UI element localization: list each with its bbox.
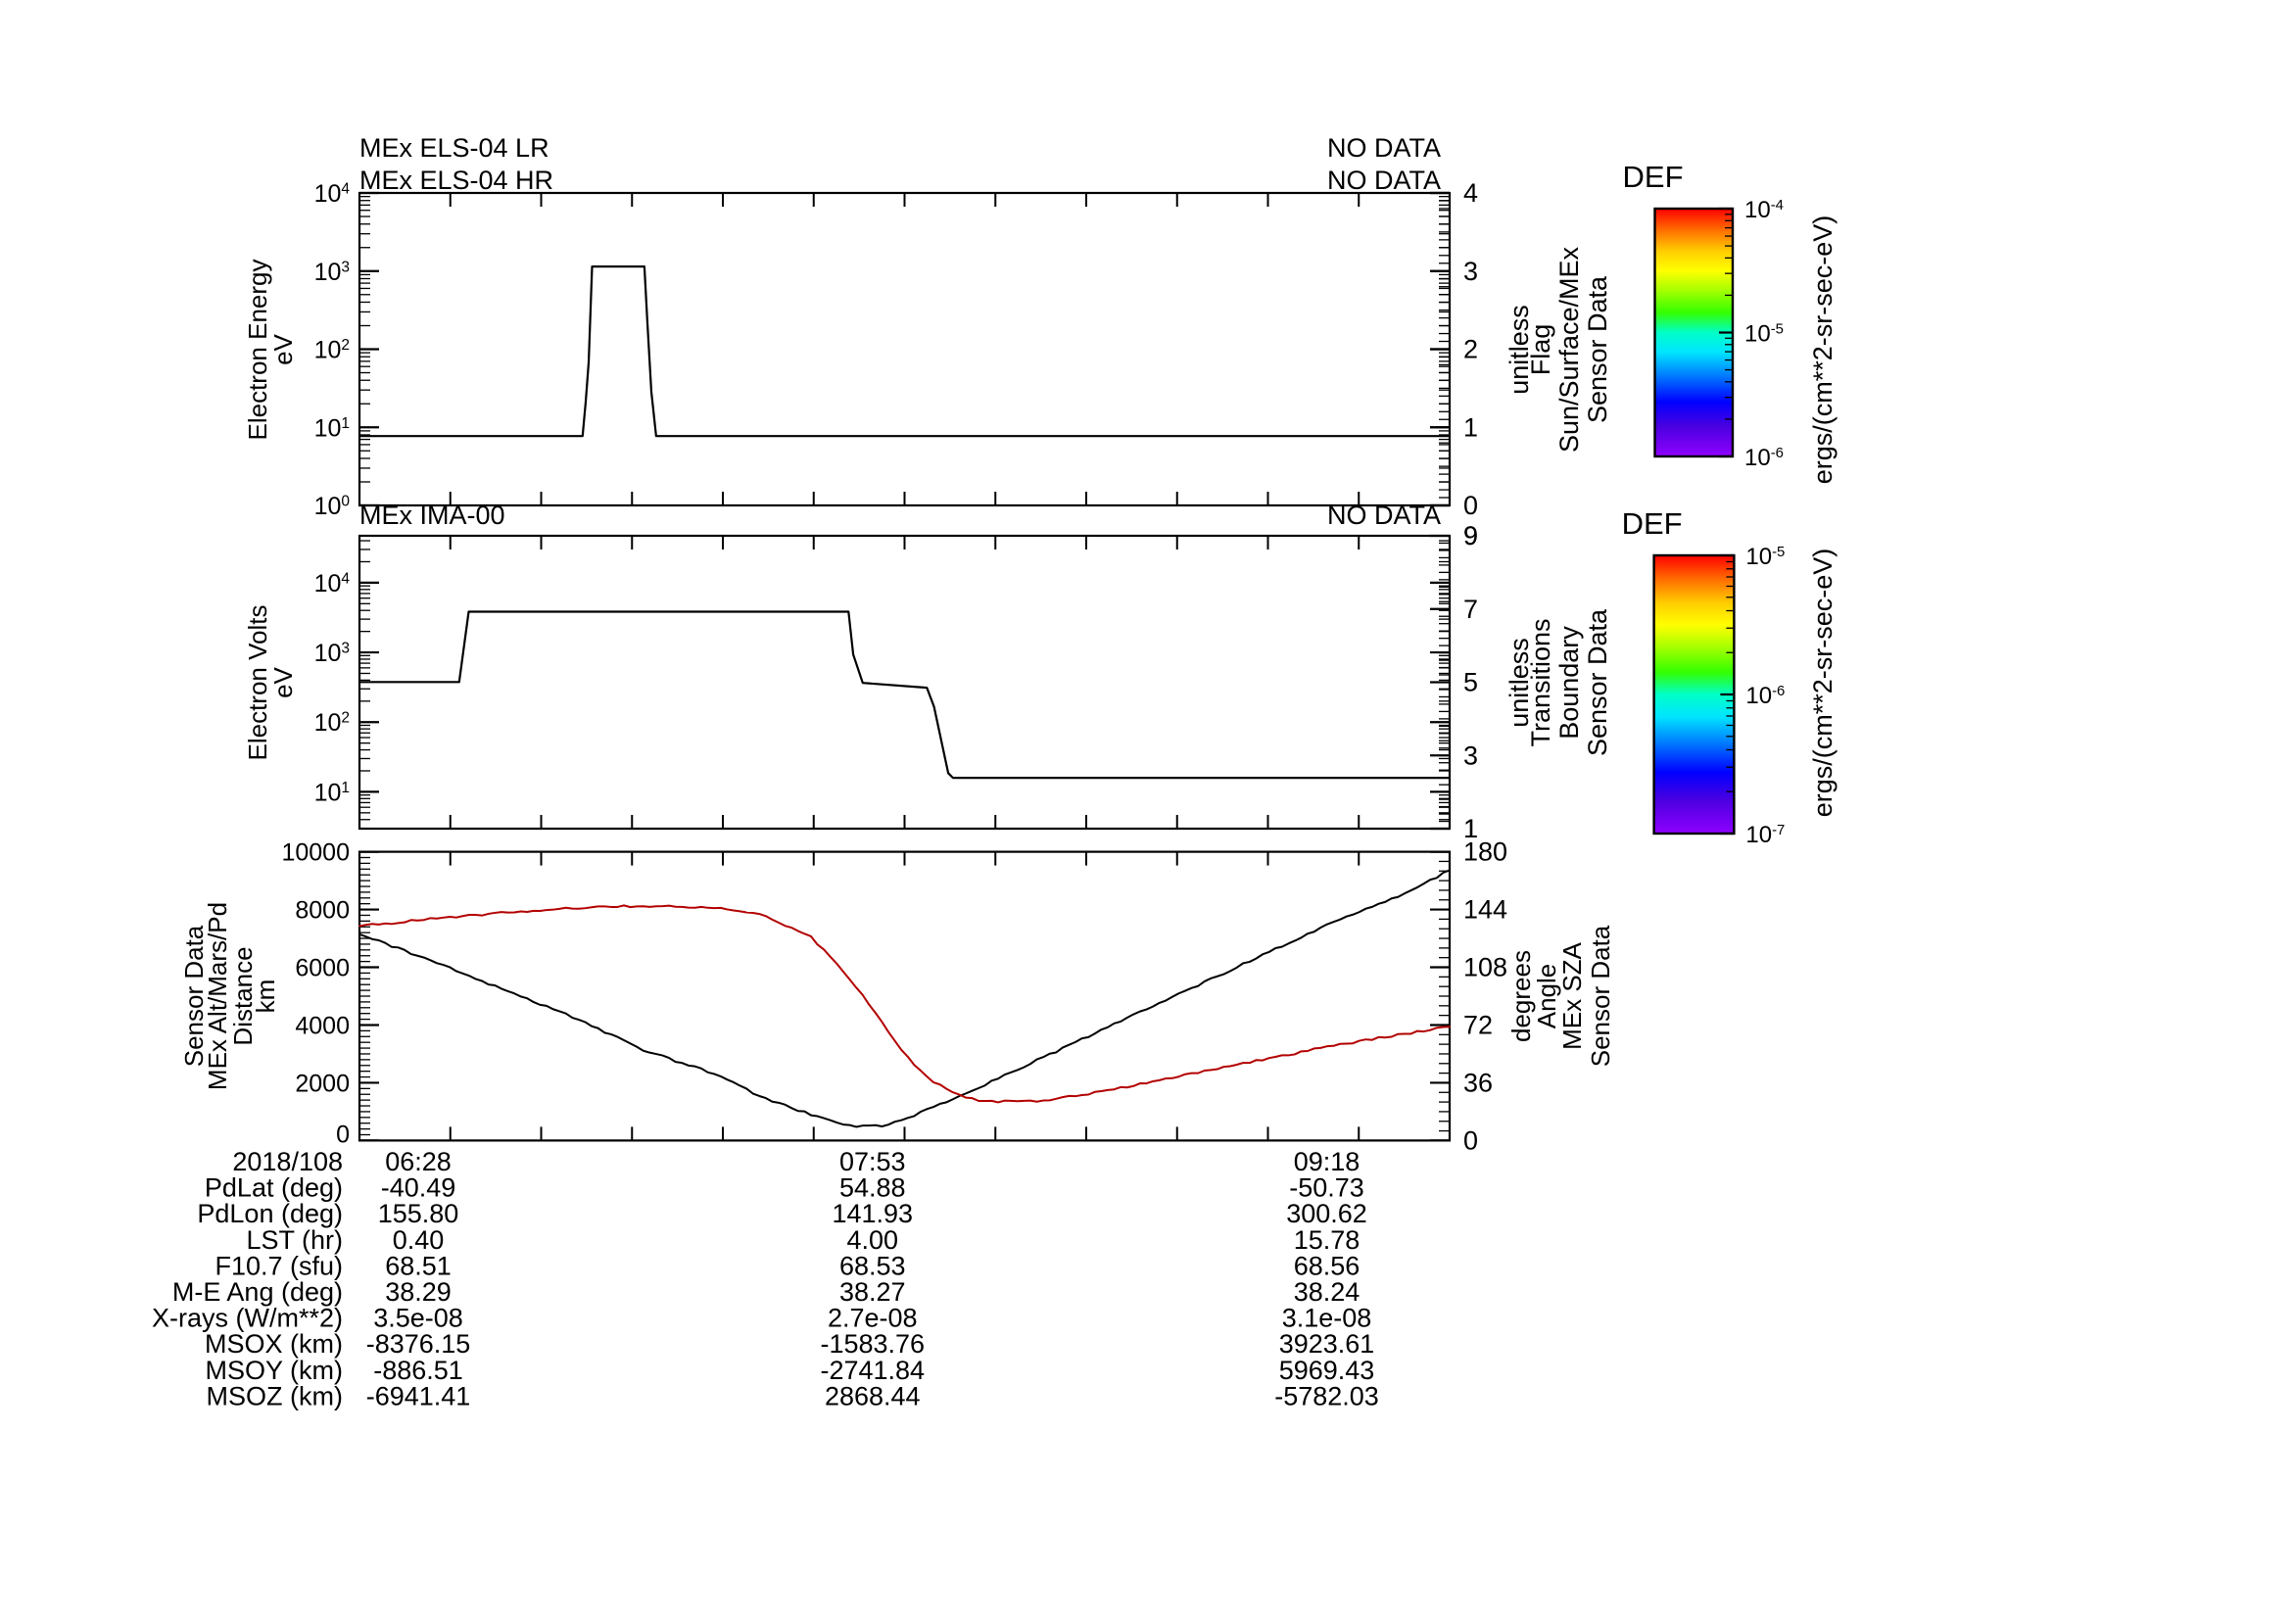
svg-text:2000: 2000 [295,1070,350,1097]
svg-text:LST (hr): LST (hr) [246,1225,343,1255]
svg-text:09:18: 09:18 [1294,1147,1360,1176]
svg-text:3.5e-08: 3.5e-08 [373,1304,463,1333]
svg-text:2.7e-08: 2.7e-08 [828,1304,918,1333]
svg-text:144: 144 [1463,895,1507,925]
svg-text:155.80: 155.80 [378,1199,459,1228]
svg-text:-1583.76: -1583.76 [820,1329,925,1359]
svg-text:-50.73: -50.73 [1289,1173,1364,1203]
svg-text:2868.44: 2868.44 [825,1381,921,1410]
svg-text:MEx ELS-04 LR: MEx ELS-04 LR [359,133,549,163]
svg-text:38.27: 38.27 [839,1277,906,1307]
svg-text:-6941.41: -6941.41 [366,1381,471,1410]
svg-text:5: 5 [1463,668,1478,697]
svg-text:0: 0 [1463,1125,1478,1155]
svg-text:0: 0 [336,1121,350,1148]
svg-text:F10.7 (sfu): F10.7 (sfu) [215,1251,343,1280]
svg-text:MSOZ (km): MSOZ (km) [207,1381,343,1410]
svg-text:-8376.15: -8376.15 [366,1329,471,1359]
svg-text:5969.43: 5969.43 [1279,1356,1375,1385]
svg-text:2: 2 [1463,335,1478,364]
svg-text:10000: 10000 [281,839,350,867]
svg-text:108: 108 [1463,953,1507,982]
svg-text:8000: 8000 [295,897,350,925]
svg-text:2018/108: 2018/108 [232,1147,343,1176]
svg-text:MSOX (km): MSOX (km) [205,1329,343,1359]
svg-text:eV: eV [268,666,298,697]
svg-text:NO DATA: NO DATA [1327,501,1441,530]
svg-text:NO DATA: NO DATA [1327,166,1441,195]
svg-text:54.88: 54.88 [839,1173,906,1203]
svg-text:07:53: 07:53 [839,1147,906,1176]
svg-text:38.24: 38.24 [1294,1277,1360,1307]
svg-text:-2741.84: -2741.84 [820,1356,925,1385]
svg-text:3923.61: 3923.61 [1279,1329,1375,1359]
svg-text:4000: 4000 [295,1012,350,1039]
svg-text:68.51: 68.51 [385,1251,452,1280]
svg-text:-5782.03: -5782.03 [1274,1381,1379,1410]
svg-text:1: 1 [1463,412,1478,442]
svg-text:MSOY (km): MSOY (km) [206,1356,344,1385]
svg-text:Angle: Angle [1532,964,1561,1029]
svg-text:141.93: 141.93 [832,1199,913,1228]
svg-text:Sensor Data: Sensor Data [1583,608,1612,756]
svg-text:-40.49: -40.49 [381,1173,456,1203]
svg-text:Sun/Surface/MEx: Sun/Surface/MEx [1554,246,1584,453]
svg-text:ergs/(cm**2-sr-sec-eV): ergs/(cm**2-sr-sec-eV) [1808,215,1838,485]
svg-text:36: 36 [1463,1068,1493,1097]
svg-text:68.53: 68.53 [839,1251,906,1280]
svg-text:180: 180 [1463,837,1507,867]
svg-text:68.56: 68.56 [1294,1251,1360,1280]
svg-text:300.62: 300.62 [1286,1199,1367,1228]
svg-text:Sensor Data: Sensor Data [1583,275,1612,423]
svg-text:unitless: unitless [1504,638,1534,728]
svg-text:DEF: DEF [1623,160,1684,194]
svg-text:eV: eV [268,333,298,364]
svg-text:4: 4 [1463,178,1478,208]
svg-text:6000: 6000 [295,955,350,982]
svg-text:M-E Ang (deg): M-E Ang (deg) [172,1277,343,1307]
svg-text:3.1e-08: 3.1e-08 [1282,1304,1372,1333]
svg-text:38.29: 38.29 [385,1277,452,1307]
svg-text:degrees: degrees [1506,950,1536,1042]
svg-text:9: 9 [1463,521,1478,550]
svg-text:7: 7 [1463,595,1478,624]
svg-text:km: km [251,979,280,1014]
svg-text:MEx IMA-00: MEx IMA-00 [359,501,505,530]
svg-text:Boundary: Boundary [1554,626,1584,740]
svg-text:15.78: 15.78 [1294,1225,1360,1255]
svg-text:MEx SZA: MEx SZA [1557,941,1587,1049]
svg-text:-886.51: -886.51 [373,1356,463,1385]
svg-text:Sensor Data: Sensor Data [1586,925,1615,1067]
svg-text:PdLon (deg): PdLon (deg) [197,1199,343,1228]
svg-text:06:28: 06:28 [385,1147,452,1176]
svg-text:MEx ELS-04 HR: MEx ELS-04 HR [359,166,553,195]
svg-text:3: 3 [1463,740,1478,770]
svg-text:ergs/(cm**2-sr-sec-eV): ergs/(cm**2-sr-sec-eV) [1808,549,1838,818]
svg-text:72: 72 [1463,1010,1493,1039]
svg-text:0: 0 [1463,491,1478,520]
svg-text:4.00: 4.00 [846,1225,898,1255]
svg-text:3: 3 [1463,257,1478,286]
svg-text:DEF: DEF [1622,506,1683,541]
svg-text:NO DATA: NO DATA [1327,133,1441,163]
svg-text:X-rays (W/m**2): X-rays (W/m**2) [152,1304,343,1333]
svg-text:PdLat (deg): PdLat (deg) [205,1173,343,1203]
svg-text:unitless: unitless [1504,305,1534,395]
svg-text:0.40: 0.40 [393,1225,445,1255]
